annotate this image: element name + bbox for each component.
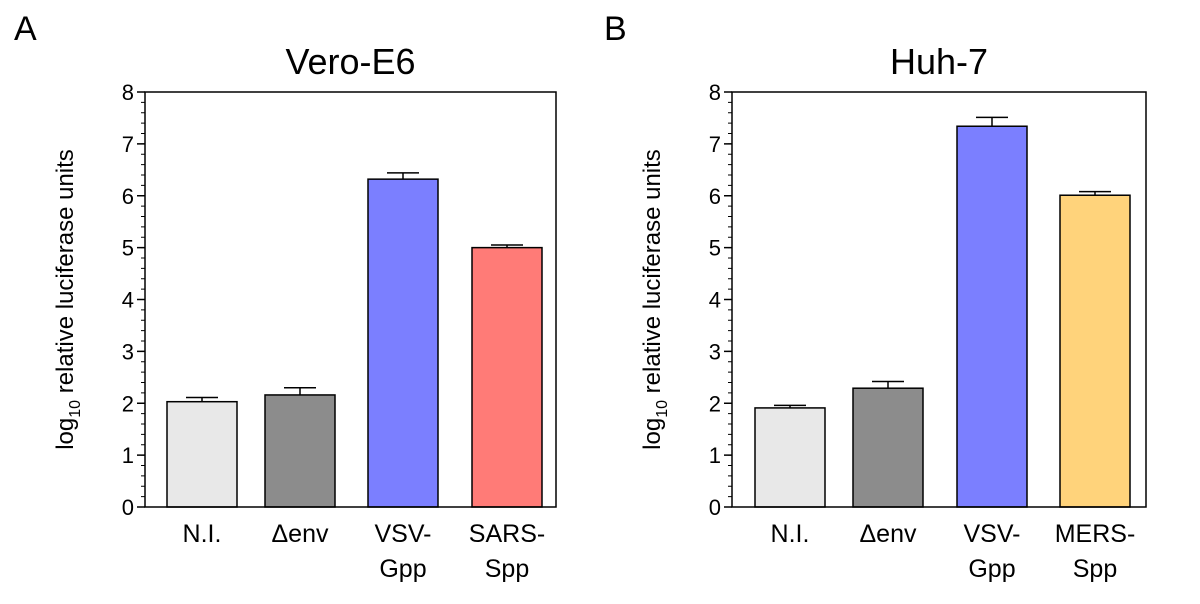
x-category-label: SARS- (469, 520, 545, 548)
y-axis-label-suffix: relative luciferase units (52, 149, 79, 400)
bar (1059, 194, 1131, 508)
panel-letter: B (604, 10, 627, 48)
y-axis-label-subscript: 10 (67, 400, 84, 418)
y-tick-label: 8 (709, 80, 721, 105)
y-axis-label-subscript: 10 (654, 400, 671, 418)
x-category-label: VSV- (375, 520, 432, 548)
y-axis-label-prefix: log (639, 418, 666, 450)
bar (852, 387, 924, 508)
y-tick-label: 7 (709, 132, 721, 157)
y-tick-label: 0 (709, 495, 721, 520)
y-tick-label: 4 (709, 288, 721, 313)
y-tick-label: 1 (709, 443, 721, 468)
y-tick-label: 6 (122, 184, 134, 209)
x-category-label: N.I. (183, 520, 222, 548)
panel-b: B Huh-7 log10 relative luciferase units 0 1 2… (604, 10, 1147, 583)
y-tick-label: 8 (122, 80, 134, 105)
chart-title: Huh-7 (890, 41, 988, 82)
y-tick-label: 7 (122, 132, 134, 157)
y-tick-label: 2 (709, 391, 721, 416)
x-category-label: MERS- (1055, 520, 1136, 548)
bar (956, 125, 1028, 508)
y-axis-label-prefix: log (52, 418, 79, 450)
y-tick-label: 5 (709, 236, 721, 261)
y-tick-label: 5 (122, 236, 134, 261)
y-tick-label: 4 (122, 288, 134, 313)
y-axis-label-suffix: relative luciferase units (639, 149, 666, 400)
chart-title: Vero-E6 (285, 41, 415, 82)
bar (754, 407, 826, 508)
x-category-label: Δenv (859, 520, 917, 548)
panel-letter: A (14, 10, 37, 48)
y-tick-label: 3 (709, 339, 721, 364)
x-category-label-line2: Spp (1073, 555, 1117, 583)
y-axis-label: log10 relative luciferase units (52, 149, 84, 450)
x-category-label: VSV- (964, 520, 1021, 548)
plot-frame (144, 91, 557, 508)
x-category-label-line2: Spp (485, 555, 529, 583)
bar (166, 400, 238, 508)
bar (264, 394, 336, 508)
y-tick-label: 2 (122, 391, 134, 416)
bar (471, 246, 543, 508)
x-category-label: N.I. (771, 520, 810, 548)
panel-a: A Vero-E6 log10 relative luciferase units 0… (14, 10, 557, 583)
x-category-label: Δenv (271, 520, 329, 548)
x-category-label-line2: Gpp (379, 555, 426, 583)
y-tick-label: 0 (122, 495, 134, 520)
y-tick-label: 3 (122, 339, 134, 364)
y-tick-label: 1 (122, 443, 134, 468)
y-axis-label: log10 relative luciferase units (639, 149, 671, 450)
x-category-label-line2: Gpp (968, 555, 1015, 583)
y-tick-label: 6 (709, 184, 721, 209)
bar (367, 178, 439, 508)
plot-frame (731, 91, 1147, 508)
